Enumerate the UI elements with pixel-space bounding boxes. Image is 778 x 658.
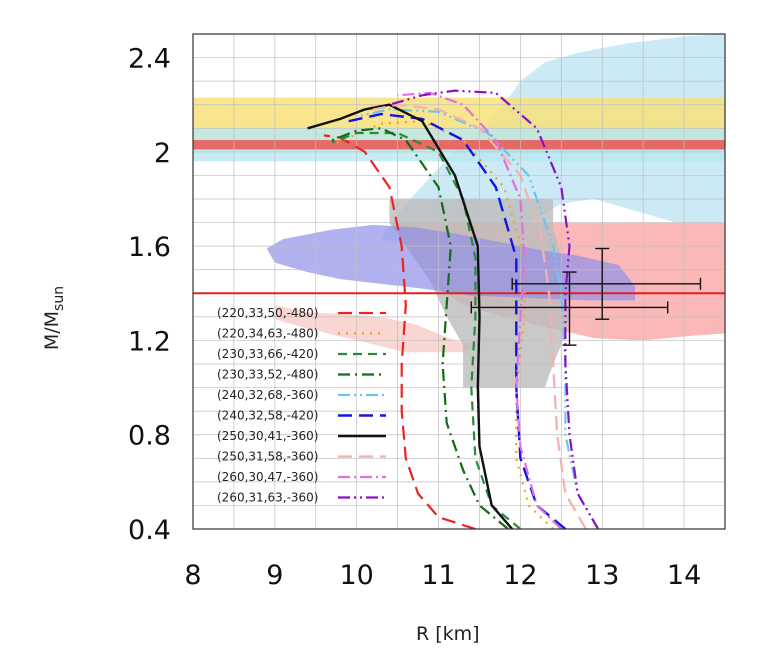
series-line-0: [323, 134, 476, 529]
series-line-3: [331, 127, 509, 529]
x-tick-label: 11: [421, 560, 455, 591]
series-line-9: [389, 89, 600, 529]
legend-label-8: (260,30,47,-360): [217, 470, 318, 484]
y-tick-label: 2: [154, 138, 171, 169]
legend-label-3: (230,33,52,-480): [217, 368, 318, 382]
x-tick-label: 10: [340, 560, 374, 591]
eos-curves: [193, 89, 725, 529]
y-axis-label-main: M/M: [41, 311, 63, 350]
y-tick-label: 0.8: [128, 421, 171, 452]
error-bars: [470, 247, 702, 346]
x-tick-label: 8: [184, 560, 201, 591]
y-axis-label: M/Msun: [41, 286, 67, 350]
series-line-8: [397, 91, 563, 529]
y-tick-label: 1.2: [128, 326, 171, 357]
legend-label-2: (230,33,66,-420): [217, 347, 318, 361]
x-tick-label: 13: [585, 560, 619, 591]
series-line-4: [356, 108, 600, 529]
plot-frame: [192, 33, 726, 530]
series-line-5: [348, 112, 567, 529]
axis-ticks: 8 9 10 11 12 13 14 0.4 0.8 1.2 1.6 2 2.4: [128, 44, 701, 591]
y-tick-label: 0.4: [128, 515, 171, 546]
series-line-2: [331, 131, 522, 529]
series-line-7: [372, 103, 587, 529]
x-tick-label: 9: [266, 560, 283, 591]
legend: (220,33,50,-480) (220,34,63,-480) (230,33,…: [217, 306, 386, 505]
legend-label-9: (260,31,63,-360): [217, 491, 318, 505]
x-tick-label: 12: [503, 560, 537, 591]
series-line-6: [307, 103, 514, 529]
band-2: [193, 140, 725, 150]
error-bar-1: [511, 247, 702, 320]
legend-label-6: (250,30,41,-360): [217, 429, 318, 443]
legend-label-0: (220,33,50,-480): [217, 306, 318, 320]
y-tick-label: 2.4: [128, 44, 171, 75]
legend-label-7: (250,31,58,-360): [217, 450, 318, 464]
legend-label-1: (220,34,63,-480): [217, 327, 318, 341]
legend-label-4: (240,32,68,-360): [217, 388, 318, 402]
y-tick-label: 1.6: [128, 232, 171, 263]
region-4: [266, 224, 635, 301]
y-axis-label-sub: sun: [51, 286, 67, 311]
legend-label-5: (240,32,58,-420): [217, 409, 318, 423]
x-tick-label: 14: [667, 560, 701, 591]
x-axis-label: R [km]: [416, 623, 480, 645]
